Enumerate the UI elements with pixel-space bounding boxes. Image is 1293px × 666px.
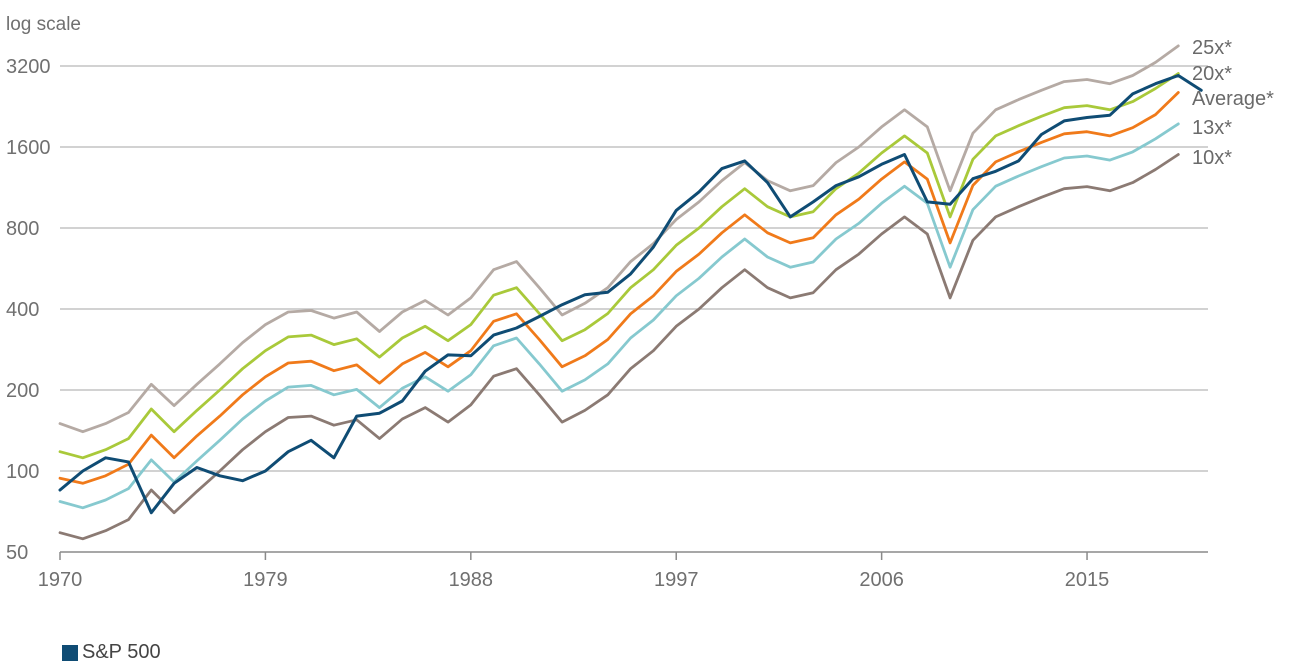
series-line-average xyxy=(58,91,1180,485)
band-label-10x: 10x* xyxy=(1192,147,1232,169)
legend-swatch-sp500 xyxy=(62,644,78,661)
series-lines xyxy=(58,44,1203,541)
series-line-25x xyxy=(58,44,1180,434)
y-tick-labels: 50 100 200 400 800 1600 3200 xyxy=(6,56,51,564)
y-tick-label-50: 50 xyxy=(6,542,28,564)
series-line-13x xyxy=(58,122,1180,510)
y-tick-label-400: 400 xyxy=(6,299,39,321)
y-tick-label-200: 200 xyxy=(6,380,39,402)
y-tick-label-3200: 3200 xyxy=(6,56,51,78)
x-tick-label-2015: 2015 xyxy=(1065,569,1110,591)
band-label-20x: 20x* xyxy=(1192,63,1232,85)
gridlines xyxy=(60,65,1208,472)
series-line-s-p-500 xyxy=(58,74,1203,515)
band-label-25x: 25x* xyxy=(1192,37,1232,59)
x-tick-label-1997: 1997 xyxy=(654,569,699,591)
band-label-average: Average* xyxy=(1192,88,1274,110)
y-tick-label-1600: 1600 xyxy=(6,137,51,159)
series-line-10x xyxy=(58,153,1180,541)
x-tick-label-2006: 2006 xyxy=(859,569,904,591)
x-tick-label-1970: 1970 xyxy=(38,569,83,591)
x-tick-label-1988: 1988 xyxy=(449,569,494,591)
band-label-13x: 13x* xyxy=(1192,117,1232,139)
legend: S&P 500 xyxy=(62,641,161,664)
band-labels: 25x* 20x* Average* 13x* 10x* xyxy=(1192,37,1274,169)
y-axis-title: log scale xyxy=(6,14,81,35)
x-tick-label-1979: 1979 xyxy=(243,569,288,591)
series-line-20x xyxy=(58,72,1180,460)
x-axis: 1970 1979 1988 1997 2006 2015 xyxy=(38,551,1208,591)
y-tick-label-100: 100 xyxy=(6,461,39,483)
legend-label-sp500: S&P 500 xyxy=(82,641,161,663)
y-tick-label-800: 800 xyxy=(6,218,39,240)
